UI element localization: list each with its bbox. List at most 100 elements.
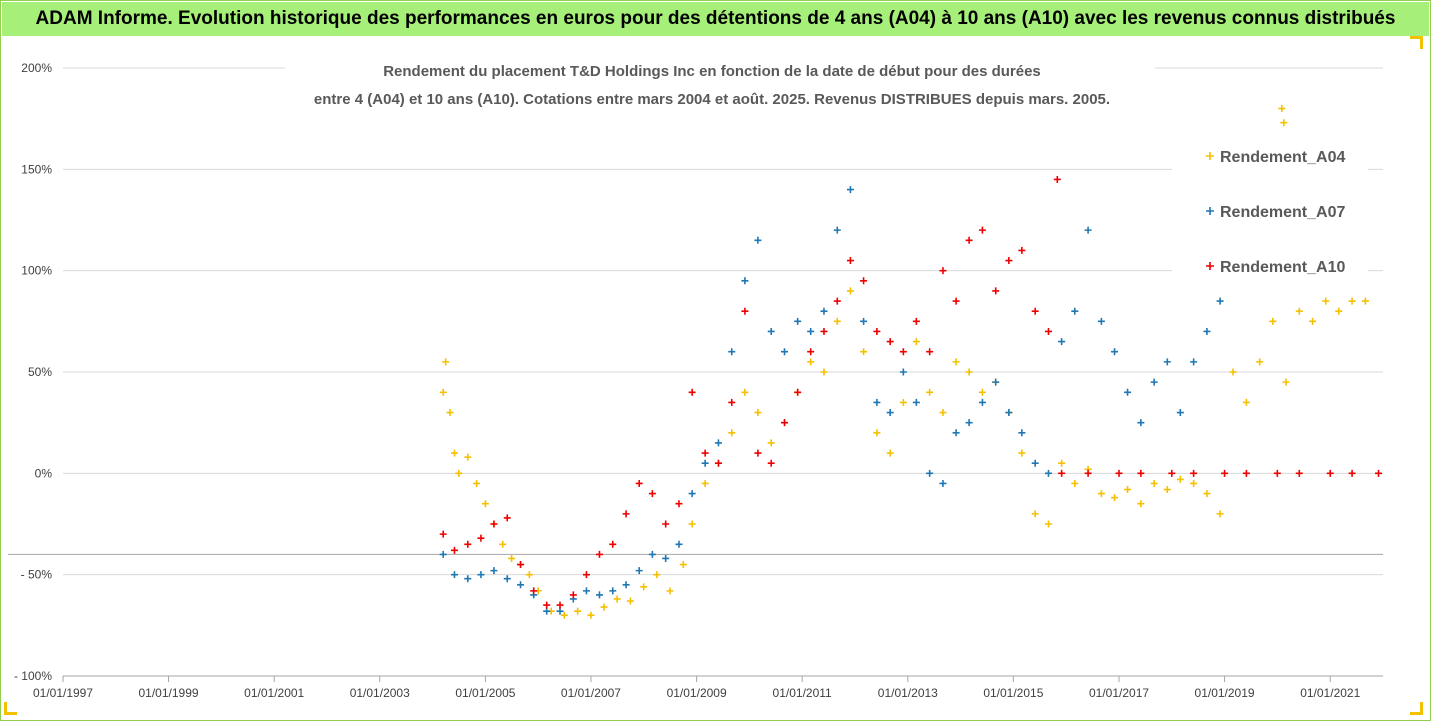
data-point bbox=[477, 534, 485, 542]
data-point bbox=[912, 398, 920, 406]
data-point bbox=[952, 358, 960, 366]
data-point bbox=[886, 449, 894, 457]
data-points bbox=[439, 105, 1383, 619]
data-point bbox=[1137, 469, 1145, 477]
data-point bbox=[1203, 327, 1211, 335]
corner-marker-bottom-left bbox=[4, 702, 17, 715]
data-point bbox=[714, 459, 722, 467]
data-point bbox=[450, 571, 458, 579]
data-point bbox=[1163, 358, 1171, 366]
data-point bbox=[582, 587, 590, 595]
data-point bbox=[517, 561, 525, 569]
data-point bbox=[1190, 479, 1198, 487]
data-point bbox=[873, 398, 881, 406]
data-point bbox=[754, 449, 762, 457]
data-point bbox=[820, 307, 828, 315]
data-point bbox=[477, 571, 485, 579]
data-point bbox=[1309, 317, 1317, 325]
data-point bbox=[688, 490, 696, 498]
data-point bbox=[886, 338, 894, 346]
x-tick-label: 01/01/2011 bbox=[773, 686, 832, 700]
data-point bbox=[741, 388, 749, 396]
chart-title-line-2: entre 4 (A04) et 10 ans (A10). Cotations… bbox=[314, 91, 1110, 108]
data-point bbox=[503, 514, 511, 522]
data-point bbox=[1058, 469, 1066, 477]
x-tick-label: 01/01/2015 bbox=[983, 686, 1043, 700]
data-point bbox=[530, 587, 538, 595]
data-point bbox=[1150, 479, 1158, 487]
data-point bbox=[499, 540, 507, 548]
x-tick-label: 01/01/2019 bbox=[1195, 686, 1255, 700]
data-point bbox=[1044, 327, 1052, 335]
data-point bbox=[473, 479, 481, 487]
data-point bbox=[833, 317, 841, 325]
data-point bbox=[1031, 459, 1039, 467]
data-point bbox=[679, 561, 687, 569]
y-tick-label: 200% bbox=[21, 61, 52, 75]
data-point bbox=[600, 603, 608, 611]
data-point bbox=[978, 388, 986, 396]
data-point bbox=[912, 317, 920, 325]
data-point bbox=[926, 388, 934, 396]
chart-title-box bbox=[285, 52, 1155, 114]
data-point bbox=[1348, 297, 1356, 305]
data-point bbox=[781, 419, 789, 427]
data-point bbox=[1058, 338, 1066, 346]
data-point bbox=[464, 453, 472, 461]
data-point bbox=[1150, 378, 1158, 386]
x-tick-label: 01/01/2017 bbox=[1089, 686, 1149, 700]
data-point bbox=[939, 409, 947, 417]
data-point bbox=[613, 595, 621, 603]
data-point bbox=[728, 348, 736, 356]
data-point bbox=[1097, 317, 1105, 325]
x-tick-label: 01/01/2001 bbox=[244, 686, 304, 700]
legend-label: Rendement_A10 bbox=[1220, 259, 1345, 276]
data-point bbox=[1111, 348, 1119, 356]
data-point bbox=[701, 449, 709, 457]
data-point bbox=[1322, 297, 1330, 305]
data-point bbox=[1058, 459, 1066, 467]
data-point bbox=[675, 540, 683, 548]
data-point bbox=[439, 530, 447, 538]
data-point bbox=[860, 277, 868, 285]
data-point bbox=[992, 287, 1000, 295]
data-point bbox=[807, 358, 815, 366]
data-point bbox=[1295, 307, 1303, 315]
data-point bbox=[741, 277, 749, 285]
data-point bbox=[543, 607, 551, 615]
data-point bbox=[503, 575, 511, 583]
data-point bbox=[1203, 490, 1211, 498]
data-point bbox=[1269, 317, 1277, 325]
data-point bbox=[648, 490, 656, 498]
data-point bbox=[781, 348, 789, 356]
x-tick-label: 01/01/1997 bbox=[33, 686, 93, 700]
data-point bbox=[1326, 469, 1334, 477]
data-point bbox=[728, 398, 736, 406]
data-point bbox=[1097, 490, 1105, 498]
data-point bbox=[1124, 388, 1132, 396]
data-point bbox=[978, 226, 986, 234]
data-point bbox=[1176, 475, 1184, 483]
data-point bbox=[1053, 175, 1061, 183]
data-point bbox=[442, 358, 450, 366]
data-point bbox=[464, 575, 472, 583]
data-point bbox=[675, 500, 683, 508]
data-point bbox=[1282, 378, 1290, 386]
data-point bbox=[741, 307, 749, 315]
data-point bbox=[1031, 307, 1039, 315]
data-point bbox=[873, 327, 881, 335]
data-point bbox=[1295, 469, 1303, 477]
data-point bbox=[1084, 469, 1092, 477]
data-point bbox=[635, 567, 643, 575]
data-point bbox=[635, 479, 643, 487]
data-point bbox=[714, 439, 722, 447]
y-tick-label: - 50% bbox=[21, 568, 53, 582]
data-point bbox=[595, 591, 603, 599]
data-point bbox=[508, 554, 516, 562]
data-point bbox=[525, 571, 533, 579]
data-point bbox=[860, 348, 868, 356]
legend-marker bbox=[1206, 152, 1214, 160]
data-point bbox=[899, 348, 907, 356]
data-point bbox=[1375, 469, 1383, 477]
